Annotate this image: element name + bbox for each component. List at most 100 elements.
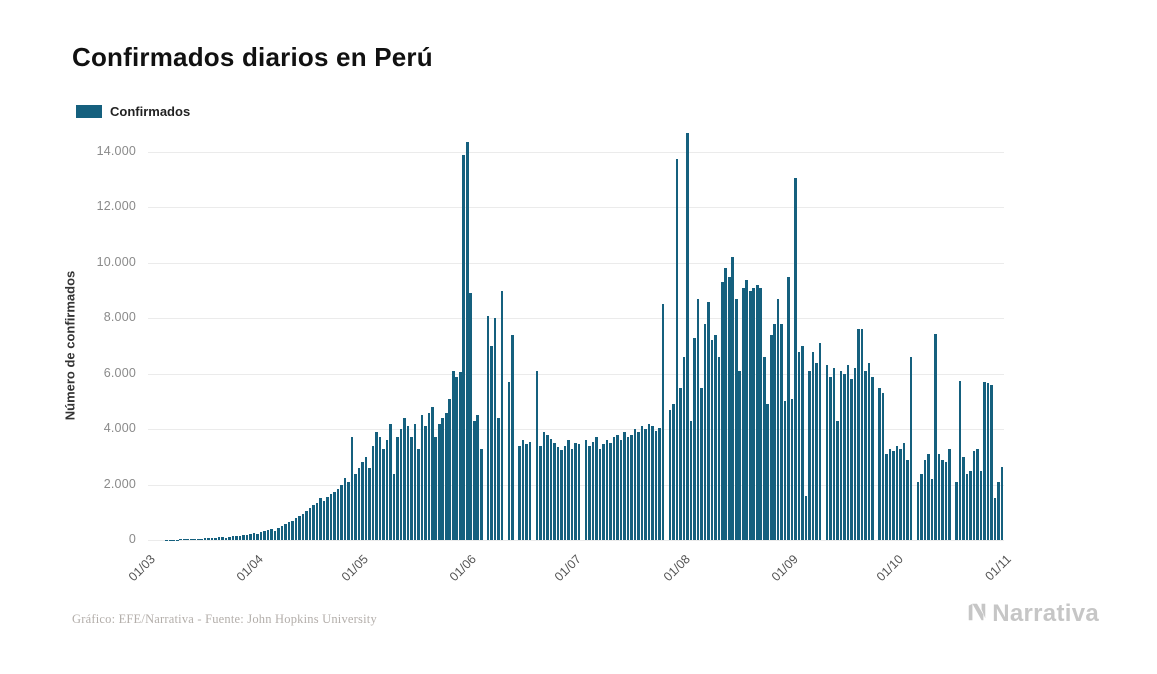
bar bbox=[357, 467, 361, 540]
gridline bbox=[148, 540, 1004, 541]
bar bbox=[752, 287, 756, 540]
bar bbox=[860, 329, 864, 540]
bar bbox=[273, 530, 277, 540]
bar bbox=[906, 459, 909, 540]
bar bbox=[899, 448, 902, 540]
bar bbox=[748, 290, 752, 540]
bar bbox=[979, 470, 983, 540]
bar bbox=[399, 429, 403, 540]
bar bbox=[689, 420, 693, 540]
bar bbox=[927, 454, 930, 540]
bar bbox=[542, 431, 546, 540]
bar bbox=[354, 473, 357, 540]
bar bbox=[322, 501, 326, 540]
bar bbox=[808, 370, 811, 540]
bar bbox=[539, 445, 542, 540]
bar bbox=[511, 334, 514, 540]
y-tick-label: 12.000 bbox=[96, 199, 136, 214]
bar bbox=[371, 445, 375, 540]
bar bbox=[780, 323, 783, 540]
bar bbox=[755, 285, 759, 540]
brand-logo: Narrativa bbox=[966, 600, 1099, 628]
bar bbox=[448, 398, 452, 540]
bar bbox=[486, 315, 490, 540]
bar bbox=[766, 404, 769, 540]
bar bbox=[588, 445, 591, 540]
bar bbox=[231, 536, 235, 540]
bar bbox=[825, 365, 829, 540]
bar bbox=[420, 415, 424, 540]
bar bbox=[871, 376, 874, 540]
bar bbox=[790, 398, 794, 540]
bar bbox=[693, 337, 696, 540]
bar bbox=[214, 537, 217, 540]
bar bbox=[196, 538, 200, 540]
bar bbox=[528, 441, 532, 540]
bar bbox=[298, 516, 301, 540]
bar bbox=[396, 437, 399, 540]
bar bbox=[294, 518, 298, 540]
bar bbox=[700, 387, 703, 540]
bar bbox=[997, 481, 1000, 540]
bar bbox=[815, 362, 818, 540]
bar bbox=[329, 494, 333, 540]
bar bbox=[424, 426, 427, 540]
bar bbox=[403, 418, 406, 540]
bar bbox=[934, 333, 937, 540]
bar bbox=[451, 370, 455, 540]
y-tick-label: 2.000 bbox=[103, 476, 136, 491]
bar bbox=[217, 537, 221, 540]
bar bbox=[189, 539, 193, 540]
bar bbox=[948, 448, 951, 540]
bar bbox=[305, 510, 308, 540]
bar bbox=[238, 535, 242, 540]
bar bbox=[462, 154, 466, 540]
bar bbox=[270, 528, 273, 540]
bar bbox=[210, 538, 214, 540]
bar bbox=[640, 426, 644, 540]
bar bbox=[672, 404, 675, 540]
bar bbox=[252, 533, 256, 540]
bar bbox=[553, 443, 556, 540]
bar bbox=[983, 382, 986, 540]
bar bbox=[787, 276, 790, 540]
bar bbox=[853, 368, 857, 540]
bar bbox=[857, 329, 860, 540]
bar bbox=[630, 434, 633, 540]
bar bbox=[745, 279, 749, 540]
bar bbox=[623, 431, 626, 540]
bar bbox=[378, 437, 382, 540]
bar bbox=[710, 340, 714, 540]
bar bbox=[846, 365, 850, 540]
bar bbox=[986, 383, 990, 540]
bar bbox=[707, 301, 710, 540]
x-tick-label: 01/08 bbox=[660, 552, 693, 585]
bar bbox=[221, 537, 224, 540]
bar bbox=[930, 479, 934, 540]
bar bbox=[476, 415, 480, 540]
bar bbox=[727, 276, 731, 540]
bar bbox=[881, 393, 885, 540]
bar bbox=[242, 535, 245, 540]
bar bbox=[249, 534, 252, 540]
plot-area: 0 2.000 4.000 6.000 8.000 10.000 12.000 14.000 0… bbox=[97, 132, 1014, 584]
bar bbox=[602, 444, 605, 540]
bar bbox=[759, 287, 763, 540]
bar bbox=[598, 448, 602, 540]
bar bbox=[567, 440, 570, 540]
bar bbox=[731, 257, 735, 540]
gridline bbox=[148, 152, 1004, 153]
bar bbox=[675, 158, 679, 540]
bar bbox=[291, 520, 294, 540]
bar bbox=[308, 508, 312, 540]
bar bbox=[591, 441, 595, 540]
bar bbox=[696, 298, 700, 540]
bar bbox=[714, 334, 717, 540]
gridline bbox=[148, 429, 1004, 431]
bar bbox=[836, 420, 839, 540]
bar bbox=[969, 470, 972, 540]
x-tick-label: 01/10 bbox=[873, 552, 906, 585]
bar bbox=[417, 448, 420, 540]
bar bbox=[616, 434, 619, 540]
